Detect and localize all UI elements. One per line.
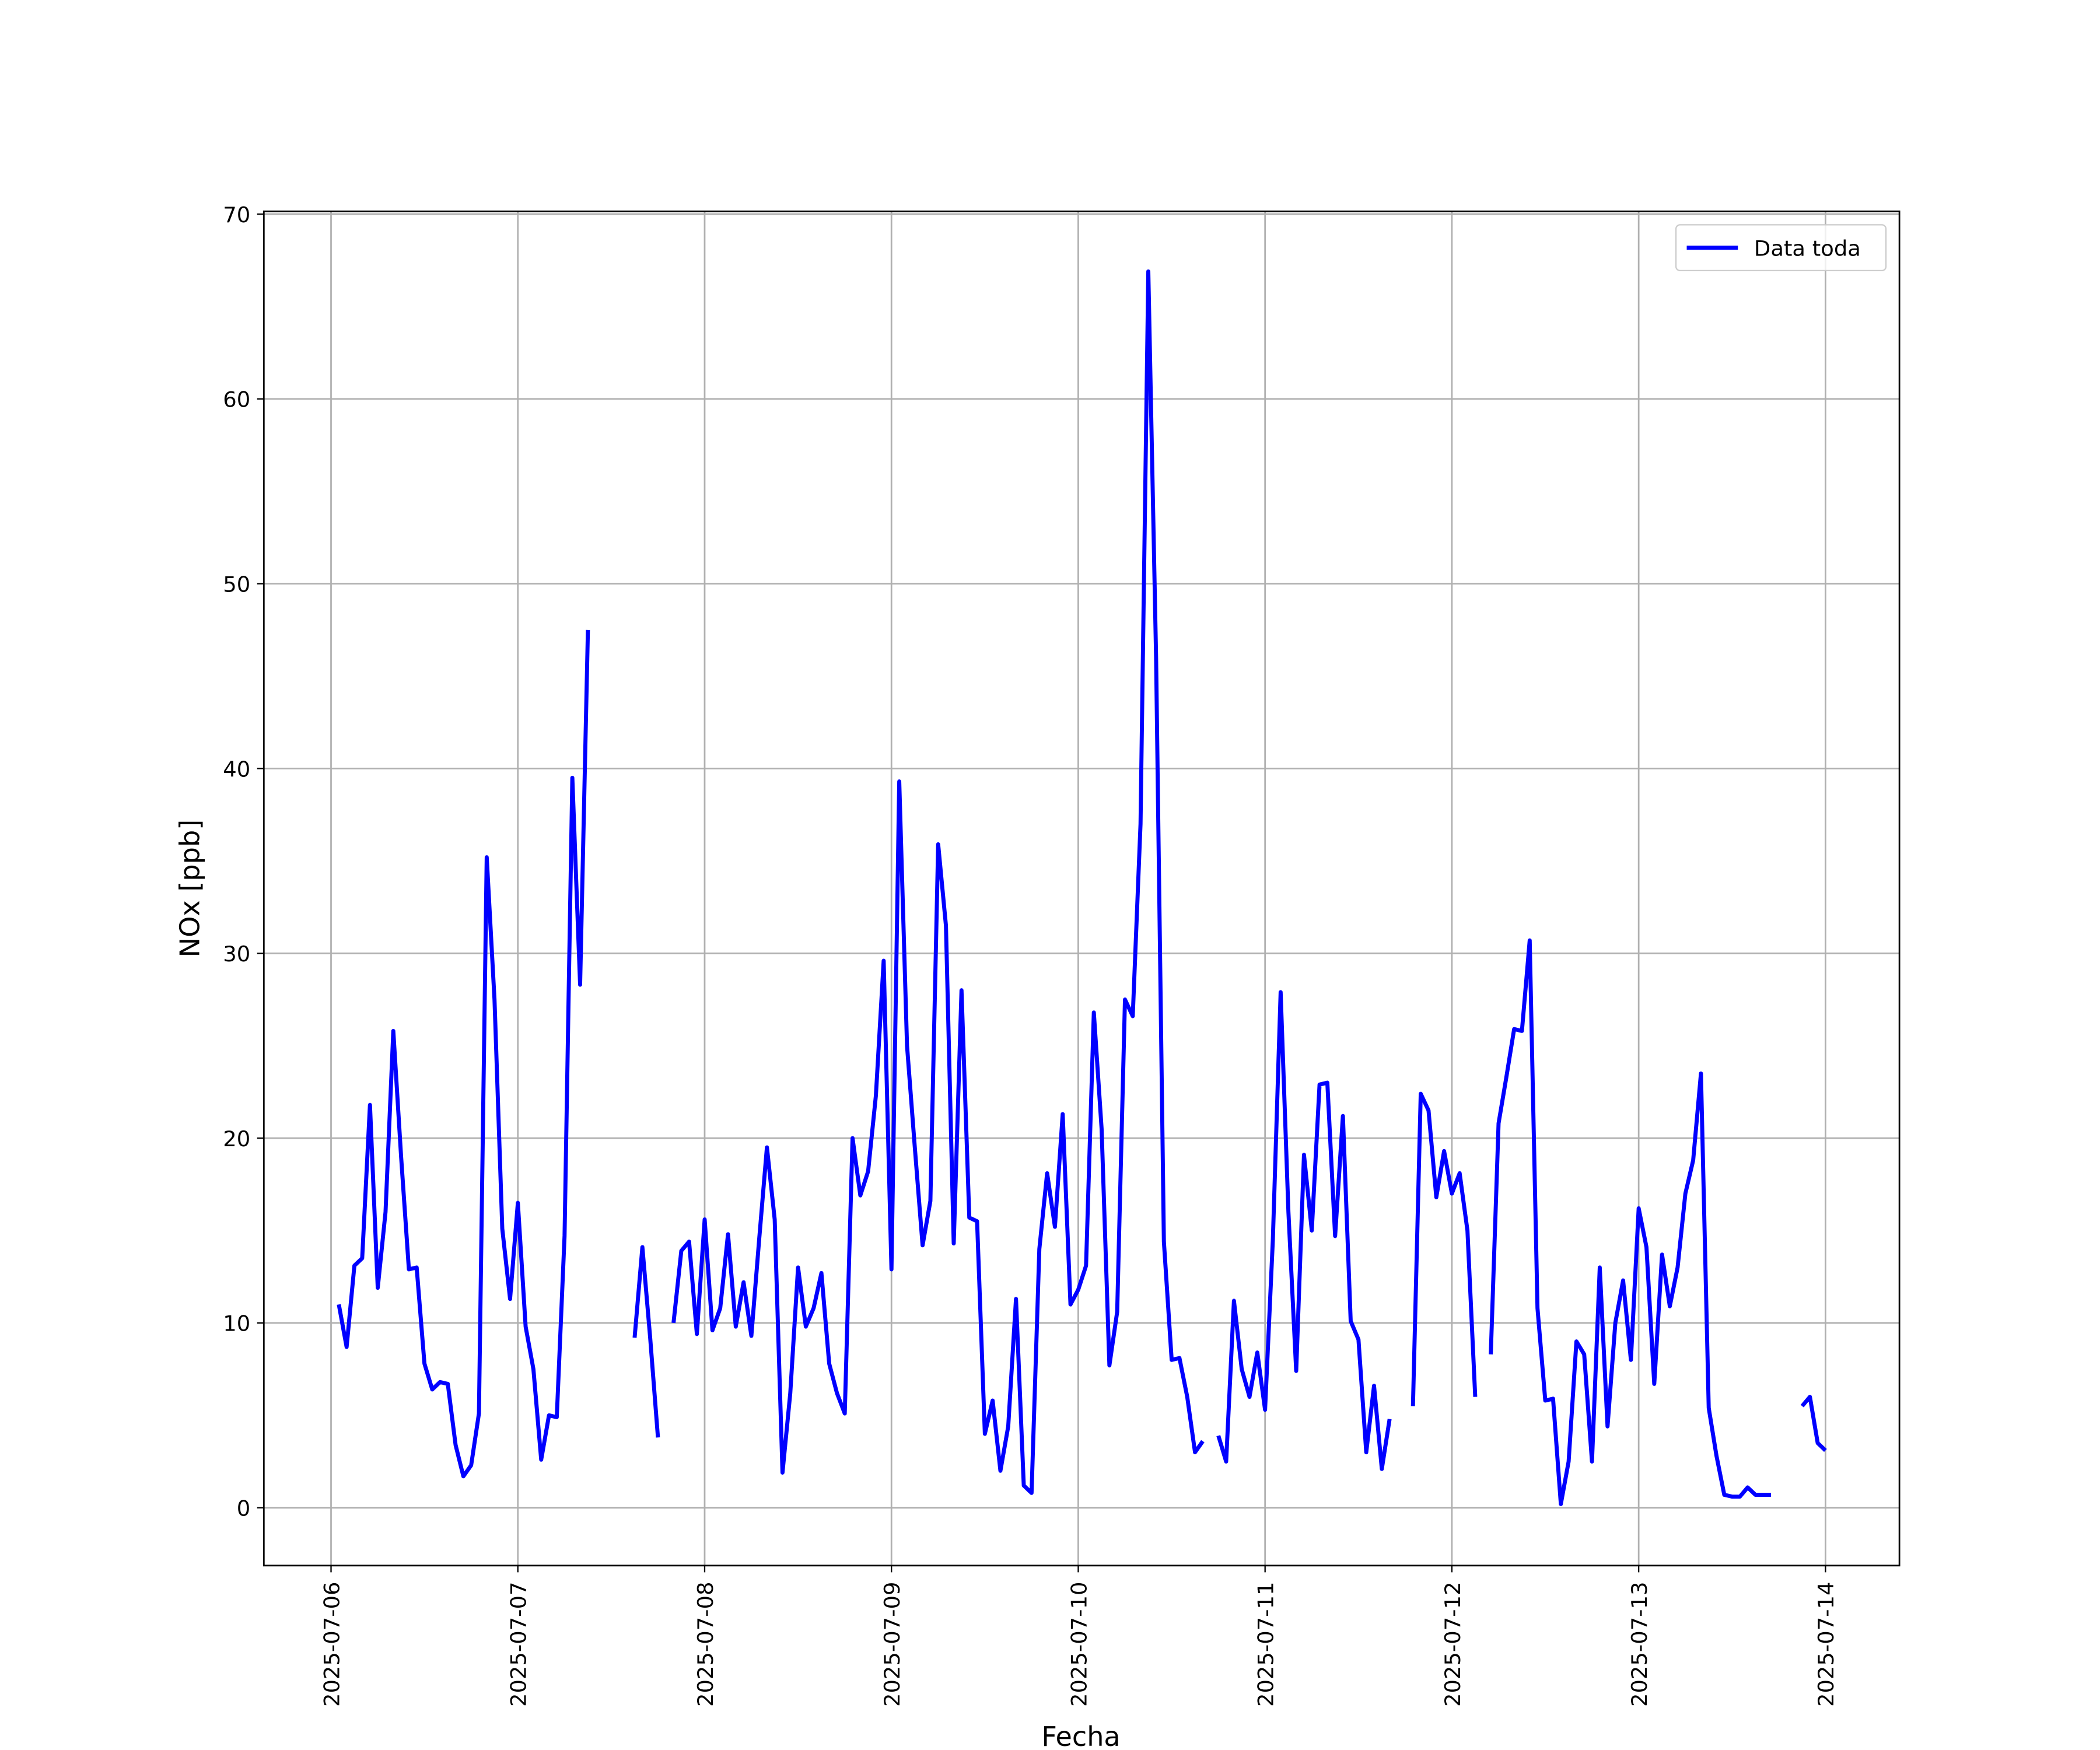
y-tick-label: 50: [223, 572, 250, 597]
ticks: 0 10 20 30 40 50 60 70 2025-07-06 2025-07-07 2025-…: [223, 202, 1839, 1707]
x-tick-label: 2025-07-06: [319, 1582, 344, 1707]
x-tick-label: 2025-07-12: [1440, 1582, 1465, 1707]
legend-box: [1675, 224, 1887, 271]
y-axis-label: NOx [ppb]: [174, 820, 206, 958]
x-axis-label: Fecha: [1041, 1721, 1120, 1750]
legend: Data toda: [1675, 224, 1887, 271]
y-tick-label: 0: [237, 1496, 250, 1521]
x-tick-label: 2025-07-07: [506, 1582, 531, 1707]
y-tick-label: 40: [223, 757, 250, 782]
x-tick-label: 2025-07-14: [1814, 1582, 1839, 1707]
y-tick-label: 70: [223, 202, 250, 228]
y-tick-label: 30: [223, 942, 250, 967]
y-tick-label: 60: [223, 387, 250, 412]
y-tick-label: 10: [223, 1311, 250, 1336]
x-tick-label: 2025-07-09: [880, 1582, 905, 1707]
axes-frame: [262, 210, 1901, 1567]
x-tick-label: 2025-07-10: [1066, 1582, 1091, 1707]
plot-lines: [337, 269, 1827, 1506]
grid: [264, 211, 1900, 1566]
y-tick-label: 20: [223, 1126, 250, 1152]
legend-label: Data toda: [1754, 236, 1861, 261]
x-tick-label: 2025-07-08: [693, 1582, 718, 1707]
x-tick-label: 2025-07-13: [1627, 1582, 1652, 1707]
data-line: [337, 269, 1827, 1506]
x-tick-label: 2025-07-11: [1254, 1582, 1279, 1707]
